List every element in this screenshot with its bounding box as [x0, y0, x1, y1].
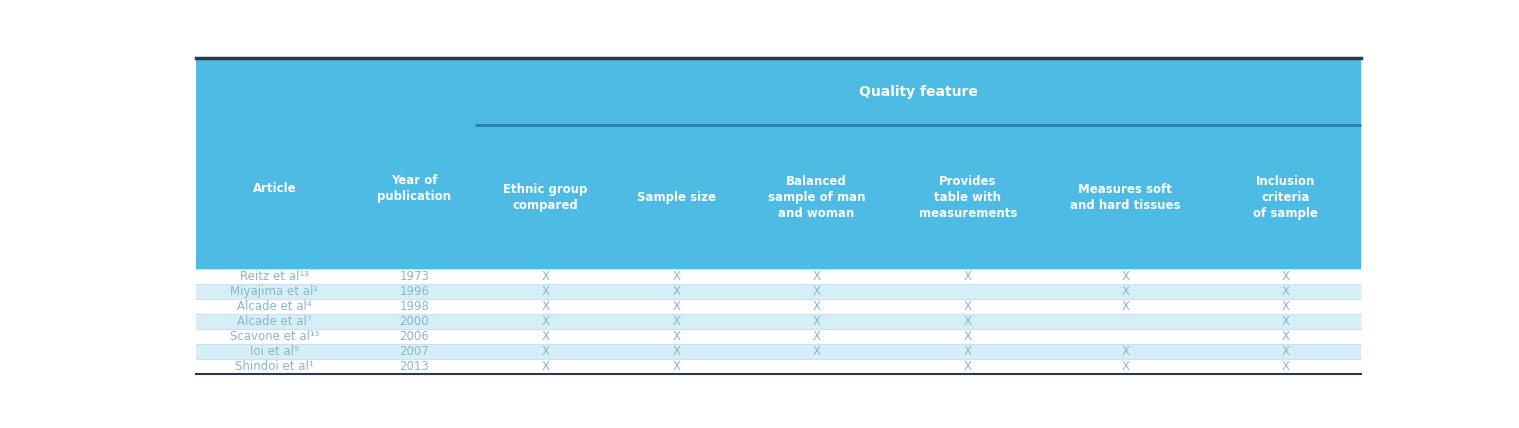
Text: Measures soft
and hard tissues: Measures soft and hard tissues: [1069, 183, 1180, 212]
Text: X: X: [541, 270, 550, 283]
Text: X: X: [1282, 345, 1290, 358]
Bar: [196, 329, 1361, 344]
Text: X: X: [965, 360, 972, 373]
Text: 2007: 2007: [399, 345, 430, 358]
Text: Scavone et al¹⁵: Scavone et al¹⁵: [229, 330, 319, 343]
Text: X: X: [541, 360, 550, 373]
Text: X: X: [813, 345, 820, 358]
Text: Sample size: Sample size: [636, 190, 715, 204]
Text: 1973: 1973: [399, 270, 430, 283]
Bar: [196, 359, 1361, 374]
Text: Ethnic group
compared: Ethnic group compared: [503, 183, 588, 212]
Text: X: X: [1121, 360, 1129, 373]
Text: X: X: [813, 315, 820, 328]
Text: X: X: [813, 300, 820, 313]
Text: Quality feature: Quality feature: [858, 85, 978, 99]
Text: X: X: [1121, 300, 1129, 313]
Text: X: X: [1121, 345, 1129, 358]
Text: X: X: [965, 345, 972, 358]
Text: X: X: [673, 345, 681, 358]
Text: X: X: [965, 300, 972, 313]
Text: 1996: 1996: [399, 285, 430, 298]
Text: X: X: [965, 315, 972, 328]
Text: Inclusion
criteria
of sample: Inclusion criteria of sample: [1253, 175, 1318, 220]
Text: X: X: [965, 270, 972, 283]
Text: X: X: [1282, 315, 1290, 328]
Text: X: X: [813, 270, 820, 283]
Text: X: X: [1282, 285, 1290, 298]
Text: X: X: [813, 330, 820, 343]
Text: 1998: 1998: [399, 300, 430, 313]
Text: X: X: [673, 285, 681, 298]
Text: X: X: [1282, 330, 1290, 343]
Text: X: X: [541, 330, 550, 343]
Text: X: X: [673, 270, 681, 283]
Bar: [196, 344, 1361, 359]
Text: X: X: [541, 315, 550, 328]
Text: X: X: [541, 300, 550, 313]
Bar: [196, 58, 1361, 269]
Text: X: X: [1282, 270, 1290, 283]
Text: 2000: 2000: [399, 315, 428, 328]
Text: Miyajima et al²: Miyajima et al²: [231, 285, 319, 298]
Text: X: X: [1121, 270, 1129, 283]
Text: X: X: [541, 285, 550, 298]
Text: X: X: [541, 345, 550, 358]
Text: Shindoi et al¹: Shindoi et al¹: [235, 360, 314, 373]
Text: Article: Article: [252, 182, 296, 195]
Text: Year of
publication: Year of publication: [377, 174, 451, 203]
Text: Ioi et al⁹: Ioi et al⁹: [251, 345, 299, 358]
Text: X: X: [673, 300, 681, 313]
Text: Balanced
sample of man
and woman: Balanced sample of man and woman: [767, 175, 866, 220]
Text: Alcade et al⁷: Alcade et al⁷: [237, 315, 311, 328]
Text: Alcade et al⁴: Alcade et al⁴: [237, 300, 311, 313]
Text: X: X: [1282, 300, 1290, 313]
Text: X: X: [673, 315, 681, 328]
Text: X: X: [965, 330, 972, 343]
Text: Provides
table with
measurements: Provides table with measurements: [919, 175, 1018, 220]
Text: Reitz et al¹³: Reitz et al¹³: [240, 270, 308, 283]
Bar: [196, 284, 1361, 299]
Text: X: X: [673, 330, 681, 343]
Text: X: X: [813, 285, 820, 298]
Bar: [196, 299, 1361, 314]
Bar: [196, 314, 1361, 329]
Text: 2006: 2006: [399, 330, 430, 343]
Text: 2013: 2013: [399, 360, 430, 373]
Text: X: X: [673, 360, 681, 373]
Text: X: X: [1282, 360, 1290, 373]
Bar: [196, 269, 1361, 284]
Text: X: X: [1121, 285, 1129, 298]
